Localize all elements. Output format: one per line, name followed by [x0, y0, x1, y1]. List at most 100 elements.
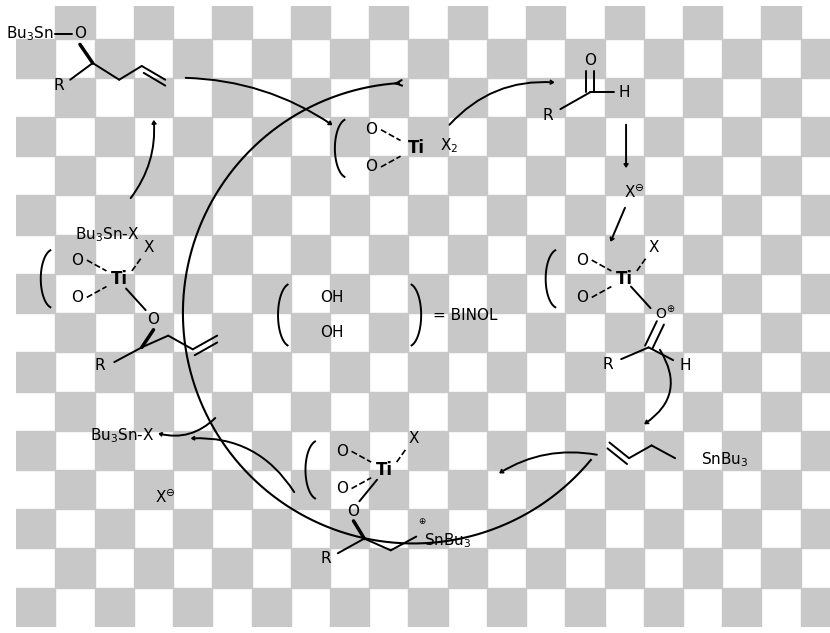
- Text: X: X: [144, 240, 154, 255]
- Bar: [644, 509, 683, 548]
- Bar: [212, 313, 251, 353]
- Bar: [212, 470, 251, 509]
- Bar: [447, 548, 487, 587]
- Bar: [369, 0, 408, 39]
- Bar: [251, 587, 290, 627]
- Bar: [251, 353, 290, 391]
- Bar: [212, 78, 251, 117]
- Bar: [56, 470, 95, 509]
- Bar: [487, 274, 526, 313]
- Bar: [722, 430, 761, 470]
- Bar: [408, 117, 447, 156]
- Bar: [526, 235, 565, 274]
- Bar: [408, 430, 447, 470]
- Text: R: R: [53, 78, 64, 93]
- Bar: [369, 548, 408, 587]
- Bar: [408, 587, 447, 627]
- Bar: [604, 548, 644, 587]
- Bar: [173, 274, 212, 313]
- Bar: [134, 548, 173, 587]
- Bar: [134, 78, 173, 117]
- Bar: [330, 117, 369, 156]
- Bar: [17, 117, 56, 156]
- Bar: [369, 235, 408, 274]
- Bar: [447, 156, 487, 196]
- Bar: [487, 587, 526, 627]
- Bar: [95, 274, 134, 313]
- Bar: [134, 235, 173, 274]
- Bar: [487, 353, 526, 391]
- Bar: [604, 0, 644, 39]
- Text: OH: OH: [320, 290, 344, 305]
- Bar: [604, 78, 644, 117]
- Bar: [290, 548, 330, 587]
- Bar: [212, 156, 251, 196]
- Bar: [56, 235, 95, 274]
- Text: X$_2$: X$_2$: [441, 136, 459, 154]
- Bar: [408, 39, 447, 78]
- Bar: [487, 196, 526, 235]
- Bar: [251, 430, 290, 470]
- Bar: [56, 78, 95, 117]
- Bar: [330, 430, 369, 470]
- Bar: [604, 313, 644, 353]
- Bar: [644, 117, 683, 156]
- Bar: [526, 78, 565, 117]
- Bar: [212, 235, 251, 274]
- Bar: [801, 353, 830, 391]
- Bar: [604, 391, 644, 430]
- Bar: [212, 0, 251, 39]
- Bar: [56, 156, 95, 196]
- Bar: [290, 78, 330, 117]
- Bar: [17, 274, 56, 313]
- Text: H: H: [679, 358, 691, 373]
- Bar: [722, 274, 761, 313]
- Bar: [487, 117, 526, 156]
- Bar: [801, 430, 830, 470]
- Bar: [722, 353, 761, 391]
- Bar: [526, 156, 565, 196]
- Text: Bu$_3$Sn-X: Bu$_3$Sn-X: [75, 225, 139, 244]
- Bar: [330, 587, 369, 627]
- Bar: [95, 196, 134, 235]
- Bar: [761, 391, 801, 430]
- Bar: [95, 430, 134, 470]
- Bar: [447, 391, 487, 430]
- Bar: [683, 548, 722, 587]
- Text: O: O: [71, 253, 83, 268]
- Bar: [369, 78, 408, 117]
- Bar: [56, 313, 95, 353]
- Bar: [683, 0, 722, 39]
- Bar: [683, 235, 722, 274]
- Bar: [644, 274, 683, 313]
- Bar: [683, 470, 722, 509]
- Bar: [644, 353, 683, 391]
- Text: O: O: [336, 444, 348, 459]
- Text: Ti: Ti: [110, 270, 128, 288]
- Text: O: O: [576, 253, 588, 268]
- Bar: [330, 39, 369, 78]
- Bar: [526, 313, 565, 353]
- Bar: [722, 509, 761, 548]
- Bar: [173, 587, 212, 627]
- Bar: [683, 78, 722, 117]
- Bar: [526, 391, 565, 430]
- Text: = BINOL: = BINOL: [433, 308, 497, 323]
- Bar: [447, 313, 487, 353]
- Text: O: O: [336, 481, 348, 496]
- Bar: [761, 156, 801, 196]
- Text: X: X: [408, 431, 418, 446]
- Bar: [17, 353, 56, 391]
- Bar: [369, 313, 408, 353]
- Bar: [95, 587, 134, 627]
- Bar: [17, 509, 56, 548]
- Bar: [95, 117, 134, 156]
- Bar: [95, 39, 134, 78]
- Bar: [56, 0, 95, 39]
- Bar: [565, 509, 604, 548]
- Text: $^{\oplus}$: $^{\oplus}$: [417, 517, 427, 530]
- Bar: [173, 117, 212, 156]
- Text: O$^{\oplus}$: O$^{\oplus}$: [655, 304, 676, 322]
- Bar: [251, 196, 290, 235]
- Bar: [369, 470, 408, 509]
